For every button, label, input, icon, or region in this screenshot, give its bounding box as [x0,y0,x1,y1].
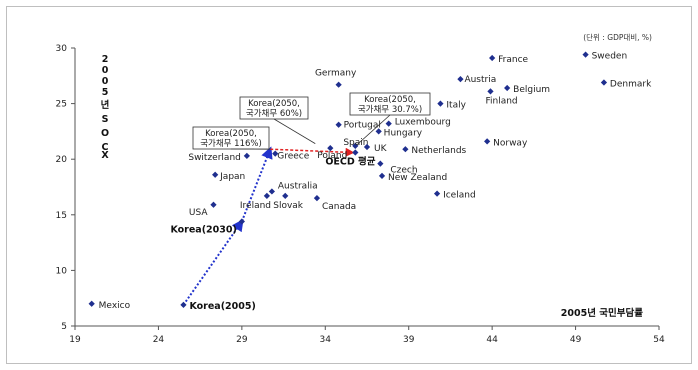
point-label-germany: Germany [315,69,357,79]
y-tick-label: 25 [56,100,67,110]
point-label-belgium: Belgium [513,85,550,95]
korea-path-segment [240,146,273,222]
callout-pointer [356,114,391,146]
callout-pointer [273,118,316,144]
x-tick-label: 34 [320,335,332,345]
point-austria [457,76,464,83]
point-label-czech: Czech [390,166,417,176]
point-label-portugal: Portugal [344,121,381,131]
point-label-japan: Japan [219,172,245,182]
callout-line: Korea(2050, [248,99,300,109]
callout-line: Korea(2050, [364,95,416,105]
point-ireland [263,192,270,200]
point-label-netherlands: Netherlands [411,146,466,156]
chart-frame [6,6,692,364]
callout-line: 국가채무 60%) [246,108,302,119]
point-label-austria: Austria [464,75,496,85]
point-label-korea-2005: Korea(2005) [189,301,255,312]
oecd-link-dashed [270,147,355,157]
point-denmark [600,79,608,86]
point-iceland [433,190,441,197]
point-label-italy: Italy [446,101,466,111]
point-label-norway: Norway [493,138,528,148]
point-luxembourg [385,120,392,127]
point-label-hungary: Hungary [384,128,423,138]
point-sweden [582,51,589,58]
callout-line: 국가채무 30.7%) [358,104,422,115]
point-label-slovak: Slovak [273,201,304,211]
y-axis-label-char: 년 [101,99,110,111]
x-tick-label: 39 [403,335,415,345]
point-oecd-평균 [352,149,359,156]
point-korea-2005 [180,301,187,308]
point-label-uk: UK [374,144,388,154]
point-australia [268,188,276,195]
point-label-luxembourg: Luxembourg [395,118,451,128]
point-canada [313,195,321,202]
x-axis-label: 2005년 국민부담률 [561,307,643,319]
point-czech [377,160,384,167]
unit-note: (단위 : GDP대비, %) [583,32,652,42]
point-portugal [335,121,342,128]
y-axis-label-char: 0 [102,76,109,87]
korea-path-segment [182,219,244,306]
y-axis-label-char: X [101,150,109,161]
x-tick-label: 54 [653,335,665,345]
point-label-sweden: Sweden [592,52,628,62]
point-belgium [504,84,511,92]
point-label-australia: Australia [278,181,318,191]
point-label-ireland: Ireland [240,201,271,211]
point-france [489,54,496,62]
point-label-mexico: Mexico [99,301,131,311]
y-axis-label-char: C [102,142,109,153]
point-label-france: France [498,55,528,65]
point-usa [210,201,217,208]
point-switzerland [243,152,250,159]
callout-line: 국가채무 116%) [200,138,262,149]
y-axis-label-char: 0 [102,65,109,76]
x-tick-label: 29 [236,335,248,345]
y-tick-label: 10 [56,266,68,276]
point-germany [335,81,342,88]
point-italy [437,100,444,107]
point-norway [484,138,491,145]
x-tick-label: 44 [486,335,498,345]
point-label-poland: Poland [317,151,347,161]
point-label-canada: Canada [322,202,356,212]
point-mexico [88,300,95,307]
point-label-switzerland: Switzerland [188,153,241,163]
point-slovak [282,192,289,200]
y-tick-label: 15 [56,211,67,221]
point-finland [487,88,494,95]
point-japan [212,171,219,178]
y-axis-label-char: S [102,114,109,125]
point-label-denmark: Denmark [610,79,652,89]
y-axis-label-char: 5 [102,87,109,98]
y-axis-label-char: O [101,128,109,139]
x-tick-label: 24 [153,335,165,345]
point-label-greece: Greece [277,152,309,162]
point-label-iceland: Iceland [443,191,476,201]
y-tick-label: 30 [56,44,68,54]
point-label-spain: Spain [343,138,368,148]
x-tick-label: 49 [570,335,582,345]
point-label-usa: USA [189,208,208,218]
point-netherlands [402,146,409,153]
point-new-zealand [378,172,386,179]
y-tick-label: 5 [61,322,67,332]
point-korea-2030 [238,218,245,225]
point-label-finland: Finland [485,96,517,106]
x-tick-label: 19 [69,335,81,345]
y-axis-label-char: 2 [102,54,109,65]
point-label-korea-2030: Korea(2030) [170,224,236,235]
callout-line: Korea(2050, [205,129,257,139]
point-label-oecd-평균: OECD 평균 [325,156,375,168]
point-label-new-zealand: New Zealand [388,173,447,183]
y-tick-label: 20 [56,155,68,165]
